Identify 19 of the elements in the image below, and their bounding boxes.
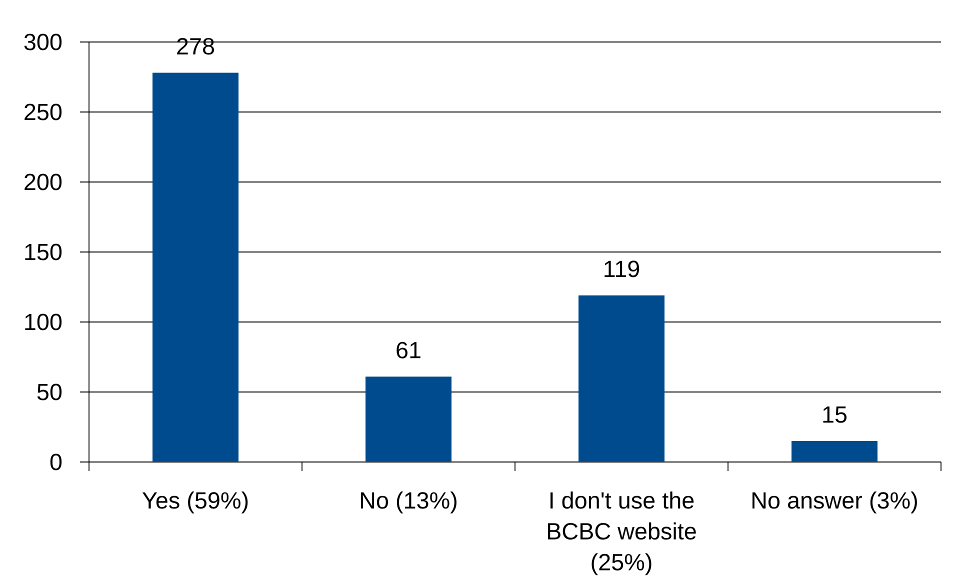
y-tick-label: 300 [24,34,62,50]
y-tick-label: 250 [24,104,62,120]
data-label: 119 [604,260,640,278]
x-tick-label: Yes (59%) [142,492,248,514]
y-tick-label: 100 [25,314,62,330]
y-tick-label: 50 [37,384,62,400]
y-tick-label: 0 [50,454,62,470]
bar [366,376,452,462]
y-tick-label: 200 [24,174,62,190]
x-tick-label: I don't use the BCBC website (25%) [548,492,696,576]
x-tick-label: No answer (3%) [752,492,917,514]
bar [792,441,878,462]
x-tick-label: No (13%) [360,492,456,514]
y-tick-label: 150 [25,244,62,260]
data-label: 61 [396,342,420,358]
bar [578,295,665,462]
bar [152,72,239,462]
data-label: 278 [177,38,214,55]
data-label: 15 [823,406,847,423]
